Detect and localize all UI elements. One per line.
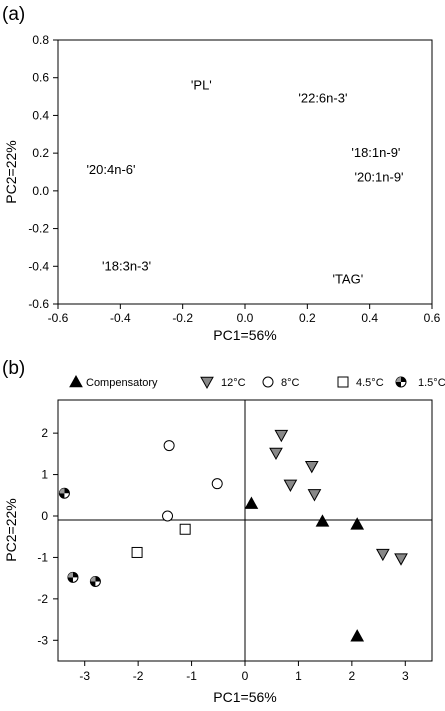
legend-marker-circle-open [262,376,274,388]
panel-a-y-tick-label: 0.4 [32,108,49,122]
panel-a-x-tick-label: 0.4 [361,311,378,325]
legend-label: 8°C [281,377,300,389]
panel-a-y-tick-label: 0.6 [32,71,49,85]
panel-b-x-axis-title: PC1=56% [213,689,276,705]
legend-marker-triangle-down [200,376,214,390]
legend-label: 12°C [221,377,246,389]
panel-b-x-ticks: -3 -2 -1 0 1 2 3 [79,661,409,683]
panel-a-loading-label: 'TAG' [332,271,363,286]
panel-b-y-ticks: -3 -2 -1 0 1 2 [37,426,58,647]
panel-b-x-tick-label: 2 [349,669,356,683]
panel-a-loadings: 'PL' '22:6n-3' '18:1n-9' '20:1n-9' '20:4n-6'… [86,77,403,286]
panel-b-point-square-open [179,523,191,535]
panel-a-x-tick-label: 0.6 [424,311,441,325]
panel-b-point-circle-open [162,510,174,522]
panel-b-point-triangle-down [375,548,390,562]
panel-a-loading-label: 'PL' [191,77,212,92]
panel-b-point-triangle-down [394,553,408,566]
panel-b-y-axis-title: PC2=22% [3,498,19,561]
panel-b-y-tick-label: -3 [37,633,48,647]
panel-a-y-ticks: -0.6 -0.4 -0.2 0.0 0.2 0.4 0.6 0.8 [28,33,58,311]
panel-a-loading-label: '20:1n-9' [354,170,403,185]
panel-a-y-tick-label: -0.4 [28,259,49,273]
panel-a-x-tick-label: 0.2 [299,311,316,325]
panel-a-y-tick-label: 0.0 [32,184,49,198]
panel-b-x-tick-label: 0 [242,669,249,683]
panel-b-point-triangle-down [269,447,283,461]
panel-b-x-tick-label: 3 [402,669,409,683]
panel-a-y-tick-label: 0.8 [32,33,49,47]
panel-b-point-triangle-up [244,496,259,509]
legend-marker-triangle-up [69,374,83,388]
panel-b-points [58,429,408,642]
panel-b-point-triangle-up [315,514,330,527]
legend-label: Compensatory [86,377,158,389]
panel-a-x-tick-label: -0.2 [172,311,193,325]
panel-a: (a) -0.6 -0.4 -0.2 0.0 0.2 0.4 0.6 -0.6-0.4-0.… [2,4,441,343]
panel-b-point-circle-quartered [67,571,79,583]
panel-b-x-tick-label: -2 [133,669,144,683]
legend-marker-circle-quartered [395,376,407,388]
panel-a-x-tick-label: -0.4 [110,311,131,325]
panel-b-point-circle-quartered [58,487,70,499]
panel-b-y-tick-label: -2 [37,592,48,606]
panel-a-y-tick-label: -0.6 [28,297,49,311]
panel-b-y-tick-label: 1 [41,468,48,482]
panel-b-x-tick-label: -1 [186,669,197,683]
panel-b: (b) Compensatory 12°C 8°C 4.5°C 1.5°C -3 -2 -1… [2,358,445,705]
legend-label: 1.5°C [418,377,445,389]
panel-b-label: (b) [2,358,25,379]
panel-a-y-tick-label: -0.2 [28,222,49,236]
panel-b-point-triangle-down [283,479,298,492]
panel-a-x-ticks: -0.6 -0.4 -0.2 0.0 0.2 0.4 0.6 [48,304,441,325]
panel-b-legend: Compensatory 12°C 8°C 4.5°C 1.5°C [69,374,445,390]
panel-a-loading-label: '20:4n-6' [86,162,135,177]
panel-b-point-circle-open [211,478,223,490]
panel-a-x-tick-label: -0.6 [48,311,69,325]
legend-label: 4.5°C [356,377,384,389]
panel-b-point-circle-open [163,440,175,452]
panel-b-y-tick-label: -1 [37,550,48,564]
panel-a-label: (a) [2,4,25,25]
panel-a-x-tick-label: 0.0 [237,311,254,325]
panel-a-loading-label: '22:6n-3' [298,90,347,105]
panel-a-y-axis-title: PC2=22% [3,140,19,203]
panel-b-y-tick-label: 2 [41,426,48,440]
panel-b-point-triangle-up [350,517,365,530]
panel-a-loading-label: '18:1n-9' [351,145,400,160]
panel-a-x-axis-title: PC1=56% [213,327,276,343]
panel-a-loading-label: '18:3n-3' [102,258,151,273]
panel-b-point-triangle-up [350,629,365,642]
panel-b-y-tick-label: 0 [41,509,48,523]
legend-marker-square-open [337,376,349,388]
panel-b-point-square-open [131,546,143,558]
panel-b-x-tick-label: -3 [79,669,90,683]
panel-b-point-triangle-down [274,429,289,443]
panel-b-point-circle-quartered [89,575,101,587]
panel-b-x-tick-label: 1 [295,669,302,683]
panel-b-point-triangle-down [307,489,322,502]
panel-b-point-triangle-down [304,460,319,474]
panel-a-y-tick-label: 0.2 [32,146,49,160]
